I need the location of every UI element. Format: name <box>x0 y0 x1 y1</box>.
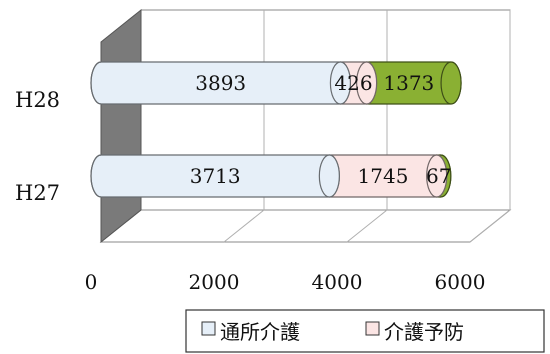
value-label: 3713 <box>190 164 241 188</box>
value-label: 67 <box>426 164 451 188</box>
value-label: 426 <box>334 71 372 95</box>
legend-item-label: 介護予防 <box>384 320 464 344</box>
chart-legend: 通所介護 介護予防 <box>185 309 545 353</box>
chart-bars <box>90 61 462 198</box>
gridline-floor <box>223 209 265 243</box>
x-tick-label: 0 <box>85 270 98 294</box>
legend-swatch <box>201 321 216 336</box>
chart-category-labels: H28 H27 <box>15 88 60 205</box>
x-tick-label: 6000 <box>435 270 486 294</box>
bar-segment <box>90 61 352 105</box>
chart-x-tick-labels: 0 2000 4000 6000 <box>85 270 486 294</box>
legend-item-label: 通所介護 <box>220 320 300 344</box>
gridline-floor <box>469 209 511 243</box>
value-label: 3893 <box>195 71 246 95</box>
chart-floor <box>99 209 512 243</box>
value-label: 1745 <box>358 164 409 188</box>
category-label: H28 <box>15 88 60 112</box>
bar-segment <box>90 154 340 198</box>
left-wall <box>100 8 142 244</box>
x-tick-label: 4000 <box>312 270 363 294</box>
chart-walls <box>99 8 512 244</box>
gridline-floor <box>346 209 388 243</box>
x-tick-label: 2000 <box>189 270 240 294</box>
legend-box <box>185 309 545 353</box>
legend-swatch <box>365 321 380 336</box>
category-label: H27 <box>15 181 60 205</box>
chart-value-labels: 3893 426 1373 3713 1745 67 <box>190 71 452 188</box>
value-label: 1373 <box>383 71 434 95</box>
